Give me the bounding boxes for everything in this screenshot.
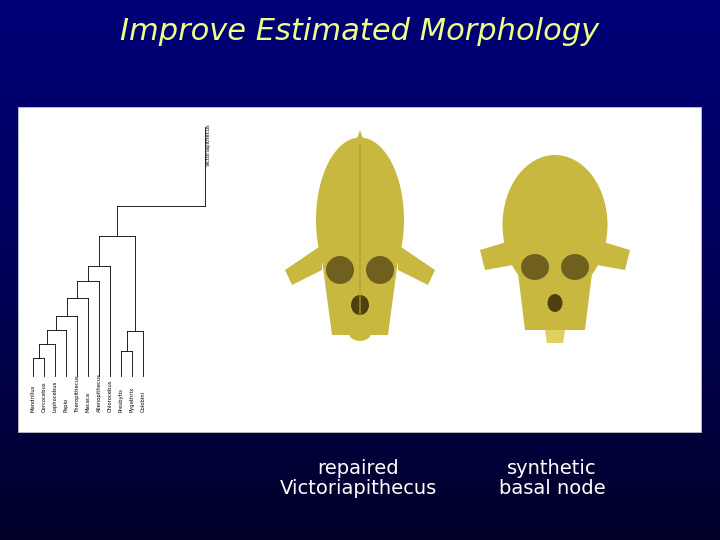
Ellipse shape <box>561 254 589 280</box>
Text: basal node: basal node <box>499 478 606 497</box>
Ellipse shape <box>366 256 394 284</box>
Polygon shape <box>322 260 398 335</box>
Polygon shape <box>330 130 390 215</box>
Text: Allenopithecus: Allenopithecus <box>96 373 102 412</box>
Text: synthetic: synthetic <box>507 458 597 477</box>
Polygon shape <box>285 245 322 285</box>
Ellipse shape <box>503 155 608 295</box>
Text: Lophocebus: Lophocebus <box>53 381 58 412</box>
Polygon shape <box>398 245 435 285</box>
Polygon shape <box>517 265 593 330</box>
Text: Improve Estimated Morphology: Improve Estimated Morphology <box>120 17 600 46</box>
Text: Presbytis: Presbytis <box>119 388 124 412</box>
Ellipse shape <box>521 254 549 280</box>
Text: Macaca: Macaca <box>86 392 91 412</box>
Ellipse shape <box>316 138 404 302</box>
Text: Pygathrix: Pygathrix <box>130 387 135 412</box>
Text: Victoriapithecus: Victoriapithecus <box>205 124 210 166</box>
Text: Colobini: Colobini <box>140 391 145 412</box>
Ellipse shape <box>547 294 562 312</box>
Text: Victoriapithecus: Victoriapithecus <box>279 478 436 497</box>
Polygon shape <box>545 330 565 343</box>
Ellipse shape <box>349 325 371 341</box>
Ellipse shape <box>351 295 369 315</box>
Text: Mandrillus: Mandrillus <box>30 384 35 412</box>
Text: Chlorocebus: Chlorocebus <box>107 380 112 412</box>
Ellipse shape <box>326 256 354 284</box>
Text: repaired: repaired <box>318 458 399 477</box>
Bar <box>18 107 701 432</box>
Polygon shape <box>597 240 630 270</box>
Text: Cercocebus: Cercocebus <box>42 381 47 412</box>
Text: Theropithecus: Theropithecus <box>74 374 79 412</box>
Polygon shape <box>480 240 513 270</box>
Text: Papio: Papio <box>63 398 68 412</box>
